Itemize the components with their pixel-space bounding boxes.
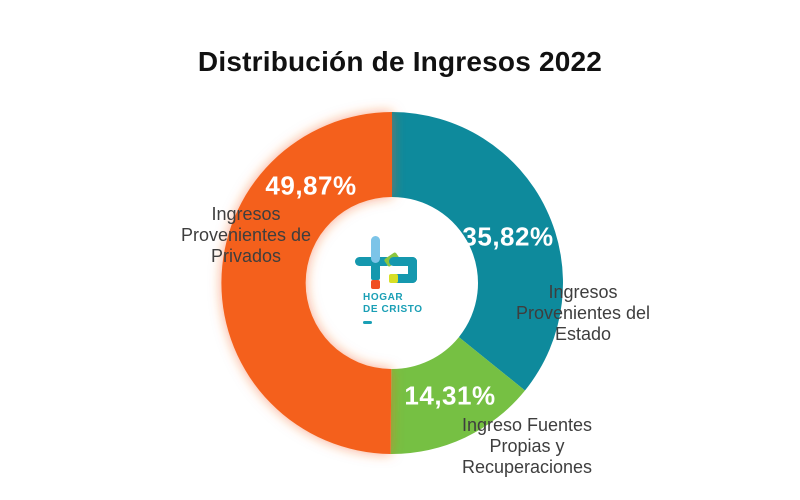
- slice-label-fuentes: Ingreso Fuentes Propias y Recuperaciones: [461, 415, 593, 477]
- logo-orange-dot: [371, 280, 380, 289]
- hogar-de-cristo-logo-icon: [355, 236, 417, 289]
- pct-label-estado: 35,82%: [462, 221, 554, 252]
- pct-label-fuentes: 14,31%: [404, 380, 496, 411]
- donut-slice-1: [390, 337, 525, 454]
- slice-label-privados: Ingresos Provenientes de Privados: [180, 204, 312, 266]
- slice-label-estado: Ingresos Provenientes del Estado: [515, 282, 651, 344]
- donut-slice-2: [221, 112, 392, 454]
- hogar-de-cristo-wordmark: HOGAR DE CRISTO: [363, 292, 423, 315]
- donut-slices: [221, 112, 563, 454]
- logo-t-top-lightblue: [371, 236, 380, 263]
- logo-dash: [363, 321, 372, 324]
- pct-label-privados: 49,87%: [265, 170, 357, 201]
- donut-slice-0: [392, 112, 563, 391]
- logo-yellow-dot: [389, 274, 398, 283]
- chart-title: Distribución de Ingresos 2022: [197, 46, 603, 77]
